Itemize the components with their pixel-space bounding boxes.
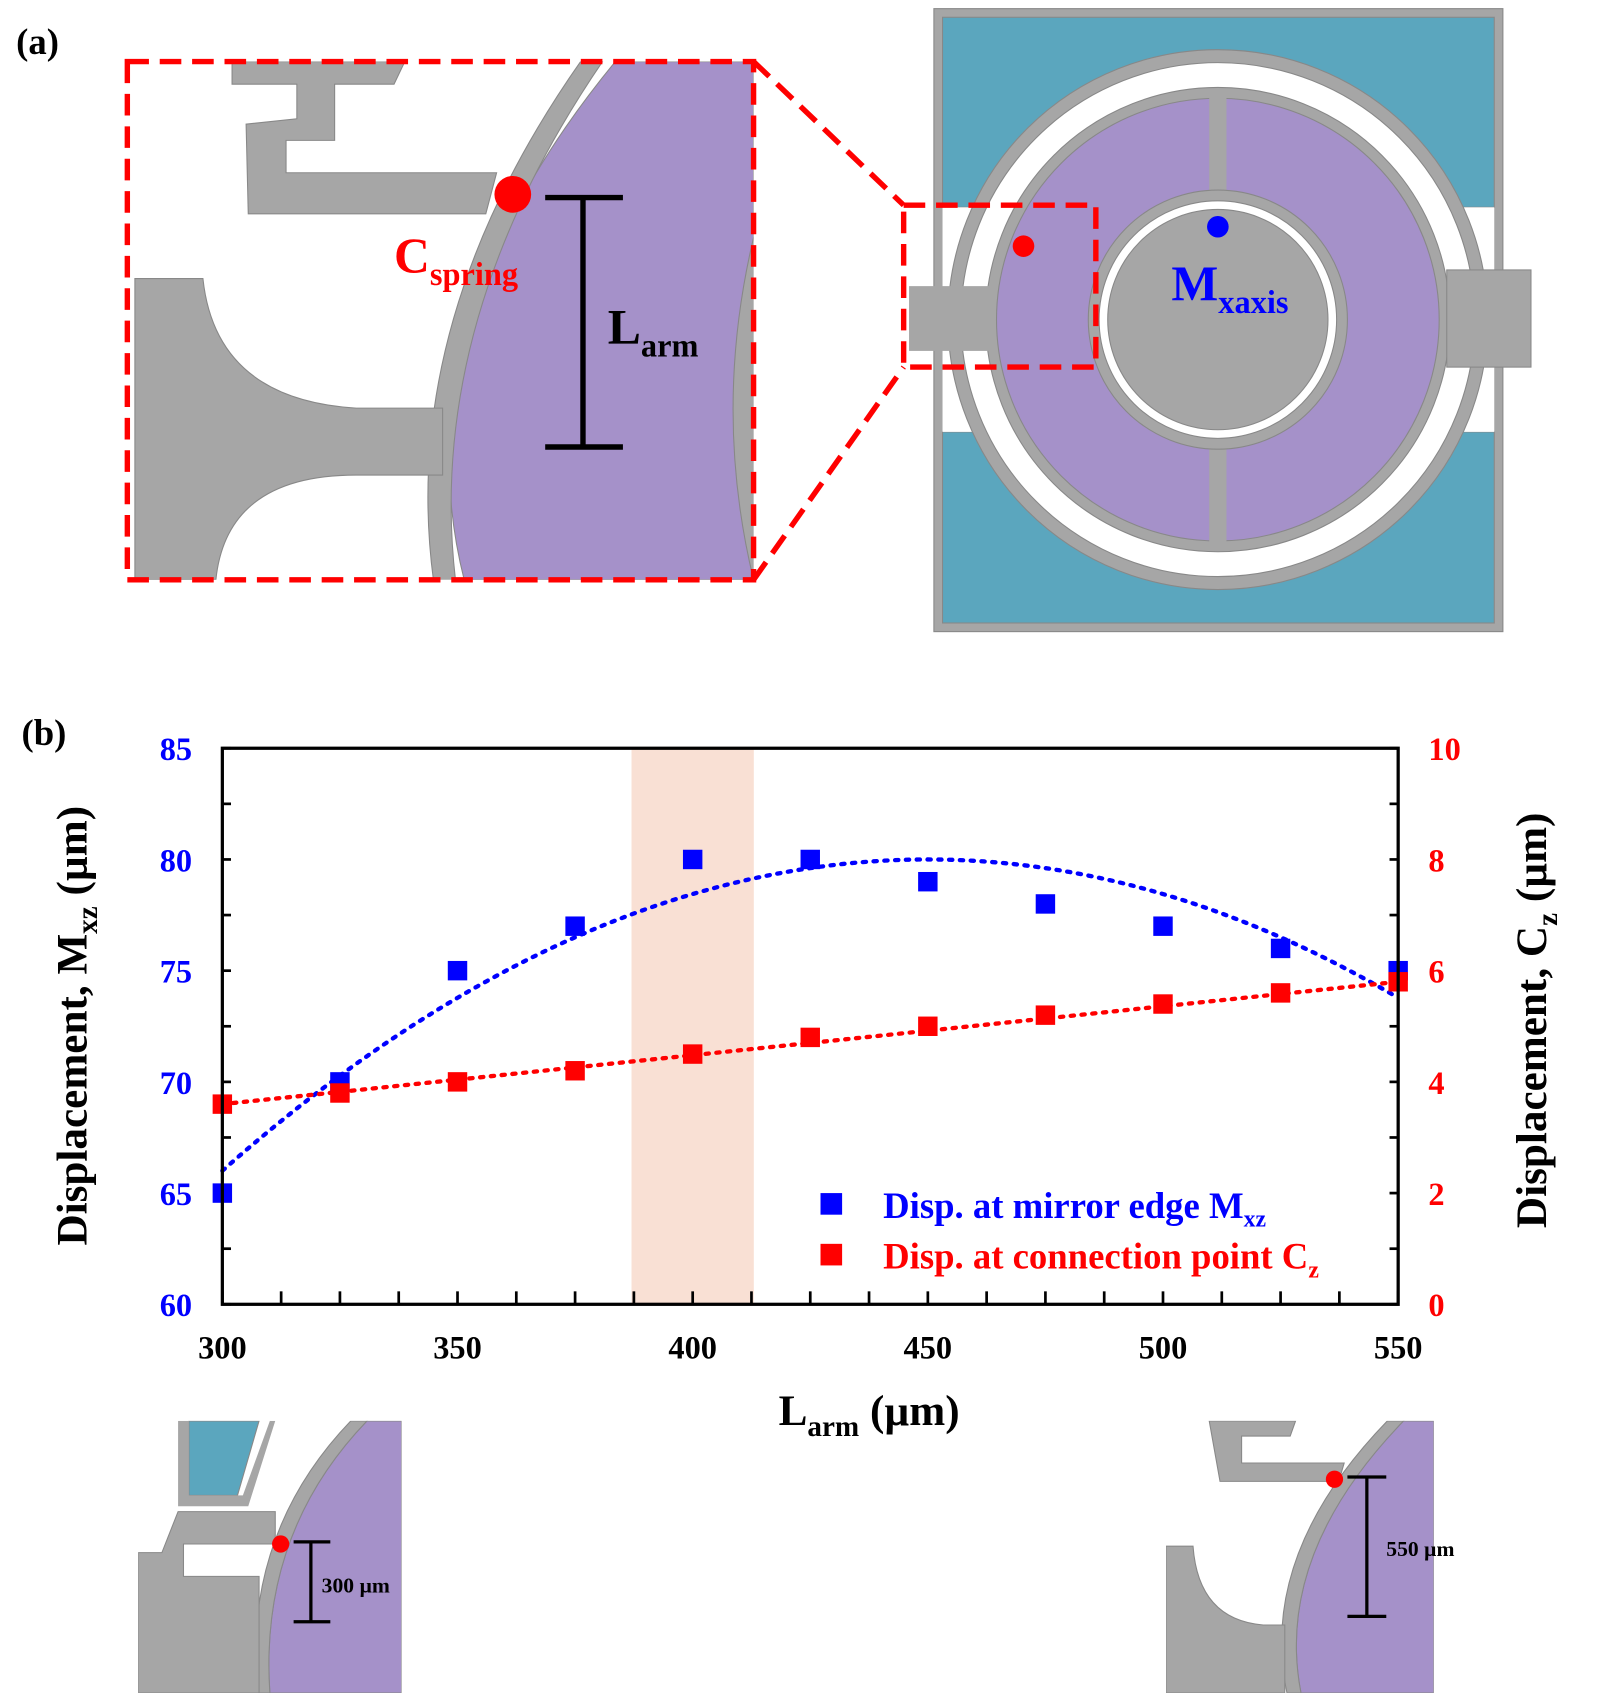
l-arm-dimension bbox=[545, 194, 623, 450]
y-axis-left-label: Displacement, Mxz (µm) bbox=[49, 806, 104, 1246]
x-tick-label: 450 bbox=[904, 1330, 953, 1366]
x-axis-label: Larm (µm) bbox=[779, 1388, 960, 1443]
plot-frame bbox=[220, 746, 1400, 1306]
data-point-connection bbox=[1153, 994, 1173, 1014]
legend-label-connection: Disp. at connection point Cz bbox=[883, 1236, 1319, 1284]
trend-line-connection bbox=[220, 979, 1401, 1107]
y-tick-label-left: 60 bbox=[160, 1288, 192, 1324]
data-point-connection bbox=[682, 1044, 703, 1064]
data-point-connection bbox=[447, 1072, 468, 1092]
inset-550-label: 550 µm bbox=[1386, 1537, 1454, 1561]
m-xaxis-label: Mxaxis bbox=[1171, 256, 1288, 321]
legend-marker-blue bbox=[820, 1193, 843, 1215]
inset-dashed-frame bbox=[124, 58, 757, 583]
legend-marker-red bbox=[820, 1243, 843, 1266]
mirror bbox=[1107, 208, 1329, 431]
data-point-mirror bbox=[682, 849, 703, 870]
y-tick-label-right: 6 bbox=[1428, 955, 1444, 991]
purple-frame-arc bbox=[448, 61, 754, 580]
data-point-mirror bbox=[447, 960, 468, 981]
spring-beam bbox=[231, 61, 498, 215]
inset-550um: 550 µm bbox=[1166, 1420, 1454, 1693]
data-points bbox=[212, 849, 1408, 1203]
y-tick-label-left: 80 bbox=[160, 843, 192, 879]
inset-300um: 300 µm bbox=[138, 1420, 402, 1693]
data-point-connection bbox=[800, 1027, 820, 1048]
y-tick-label-right: 0 bbox=[1428, 1288, 1444, 1324]
data-point-mirror bbox=[565, 916, 585, 936]
data-point-connection bbox=[1270, 983, 1291, 1003]
trend-line-mirror bbox=[220, 857, 1401, 1173]
y-tick-label-right: 10 bbox=[1428, 732, 1460, 768]
c-spring-dot-small bbox=[1012, 235, 1035, 257]
y-tick-label-right: 8 bbox=[1428, 843, 1444, 879]
data-point-mirror bbox=[918, 871, 938, 892]
m-xaxis-dot bbox=[1207, 215, 1229, 238]
panel-a-label: (a) bbox=[16, 21, 59, 62]
data-point-mirror bbox=[800, 849, 820, 870]
data-point-mirror bbox=[1153, 916, 1173, 936]
x-tick-label: 550 bbox=[1374, 1330, 1423, 1366]
y-tick-label-left: 65 bbox=[160, 1177, 192, 1213]
panel-b-label: (b) bbox=[22, 712, 67, 753]
x-tick-label: 400 bbox=[668, 1330, 717, 1366]
data-point-connection bbox=[565, 1061, 585, 1081]
legend: Disp. at mirror edge Mxz Disp. at connec… bbox=[820, 1185, 1319, 1284]
anchor-block bbox=[134, 278, 444, 580]
overview-dashed-frame bbox=[900, 202, 1099, 370]
y-tick-label-right: 2 bbox=[1428, 1177, 1444, 1213]
legend-label-mirror: Disp. at mirror edge Mxz bbox=[883, 1185, 1266, 1233]
y-axis-right-label: Displacement, Cz (µm) bbox=[1509, 813, 1564, 1229]
y-tick-label-left: 75 bbox=[160, 955, 192, 991]
data-point-mirror bbox=[1035, 894, 1056, 914]
zoom-connector-lines bbox=[751, 59, 906, 582]
x-tick-label: 300 bbox=[198, 1330, 247, 1366]
data-point-connection bbox=[330, 1083, 350, 1103]
x-tick-label: 350 bbox=[433, 1330, 482, 1366]
x-tick-label: 500 bbox=[1139, 1330, 1188, 1366]
data-point-connection bbox=[918, 1016, 938, 1036]
y-tick-label-left: 70 bbox=[160, 1066, 192, 1102]
l-arm-label: Larm bbox=[608, 299, 699, 364]
y-tick-label-right: 4 bbox=[1428, 1066, 1444, 1102]
y-tick-label-left: 85 bbox=[160, 732, 192, 768]
data-point-mirror bbox=[1270, 938, 1291, 959]
trend-lines bbox=[220, 857, 1401, 1173]
c-spring-label: Cspring bbox=[394, 228, 518, 293]
highlight-range bbox=[631, 748, 754, 1305]
tick-labels: 300 350 400 450 500 550 60 65 70 75 80 85 0 2 4 6 8 10 bbox=[160, 732, 1461, 1366]
inset-300-label: 300 µm bbox=[322, 1574, 390, 1598]
data-point-connection bbox=[1035, 1005, 1056, 1025]
device-overview: Mxaxis bbox=[900, 8, 1532, 633]
zoomed-inset: Cspring Larm bbox=[124, 58, 757, 583]
c-spring-dot bbox=[494, 175, 532, 213]
